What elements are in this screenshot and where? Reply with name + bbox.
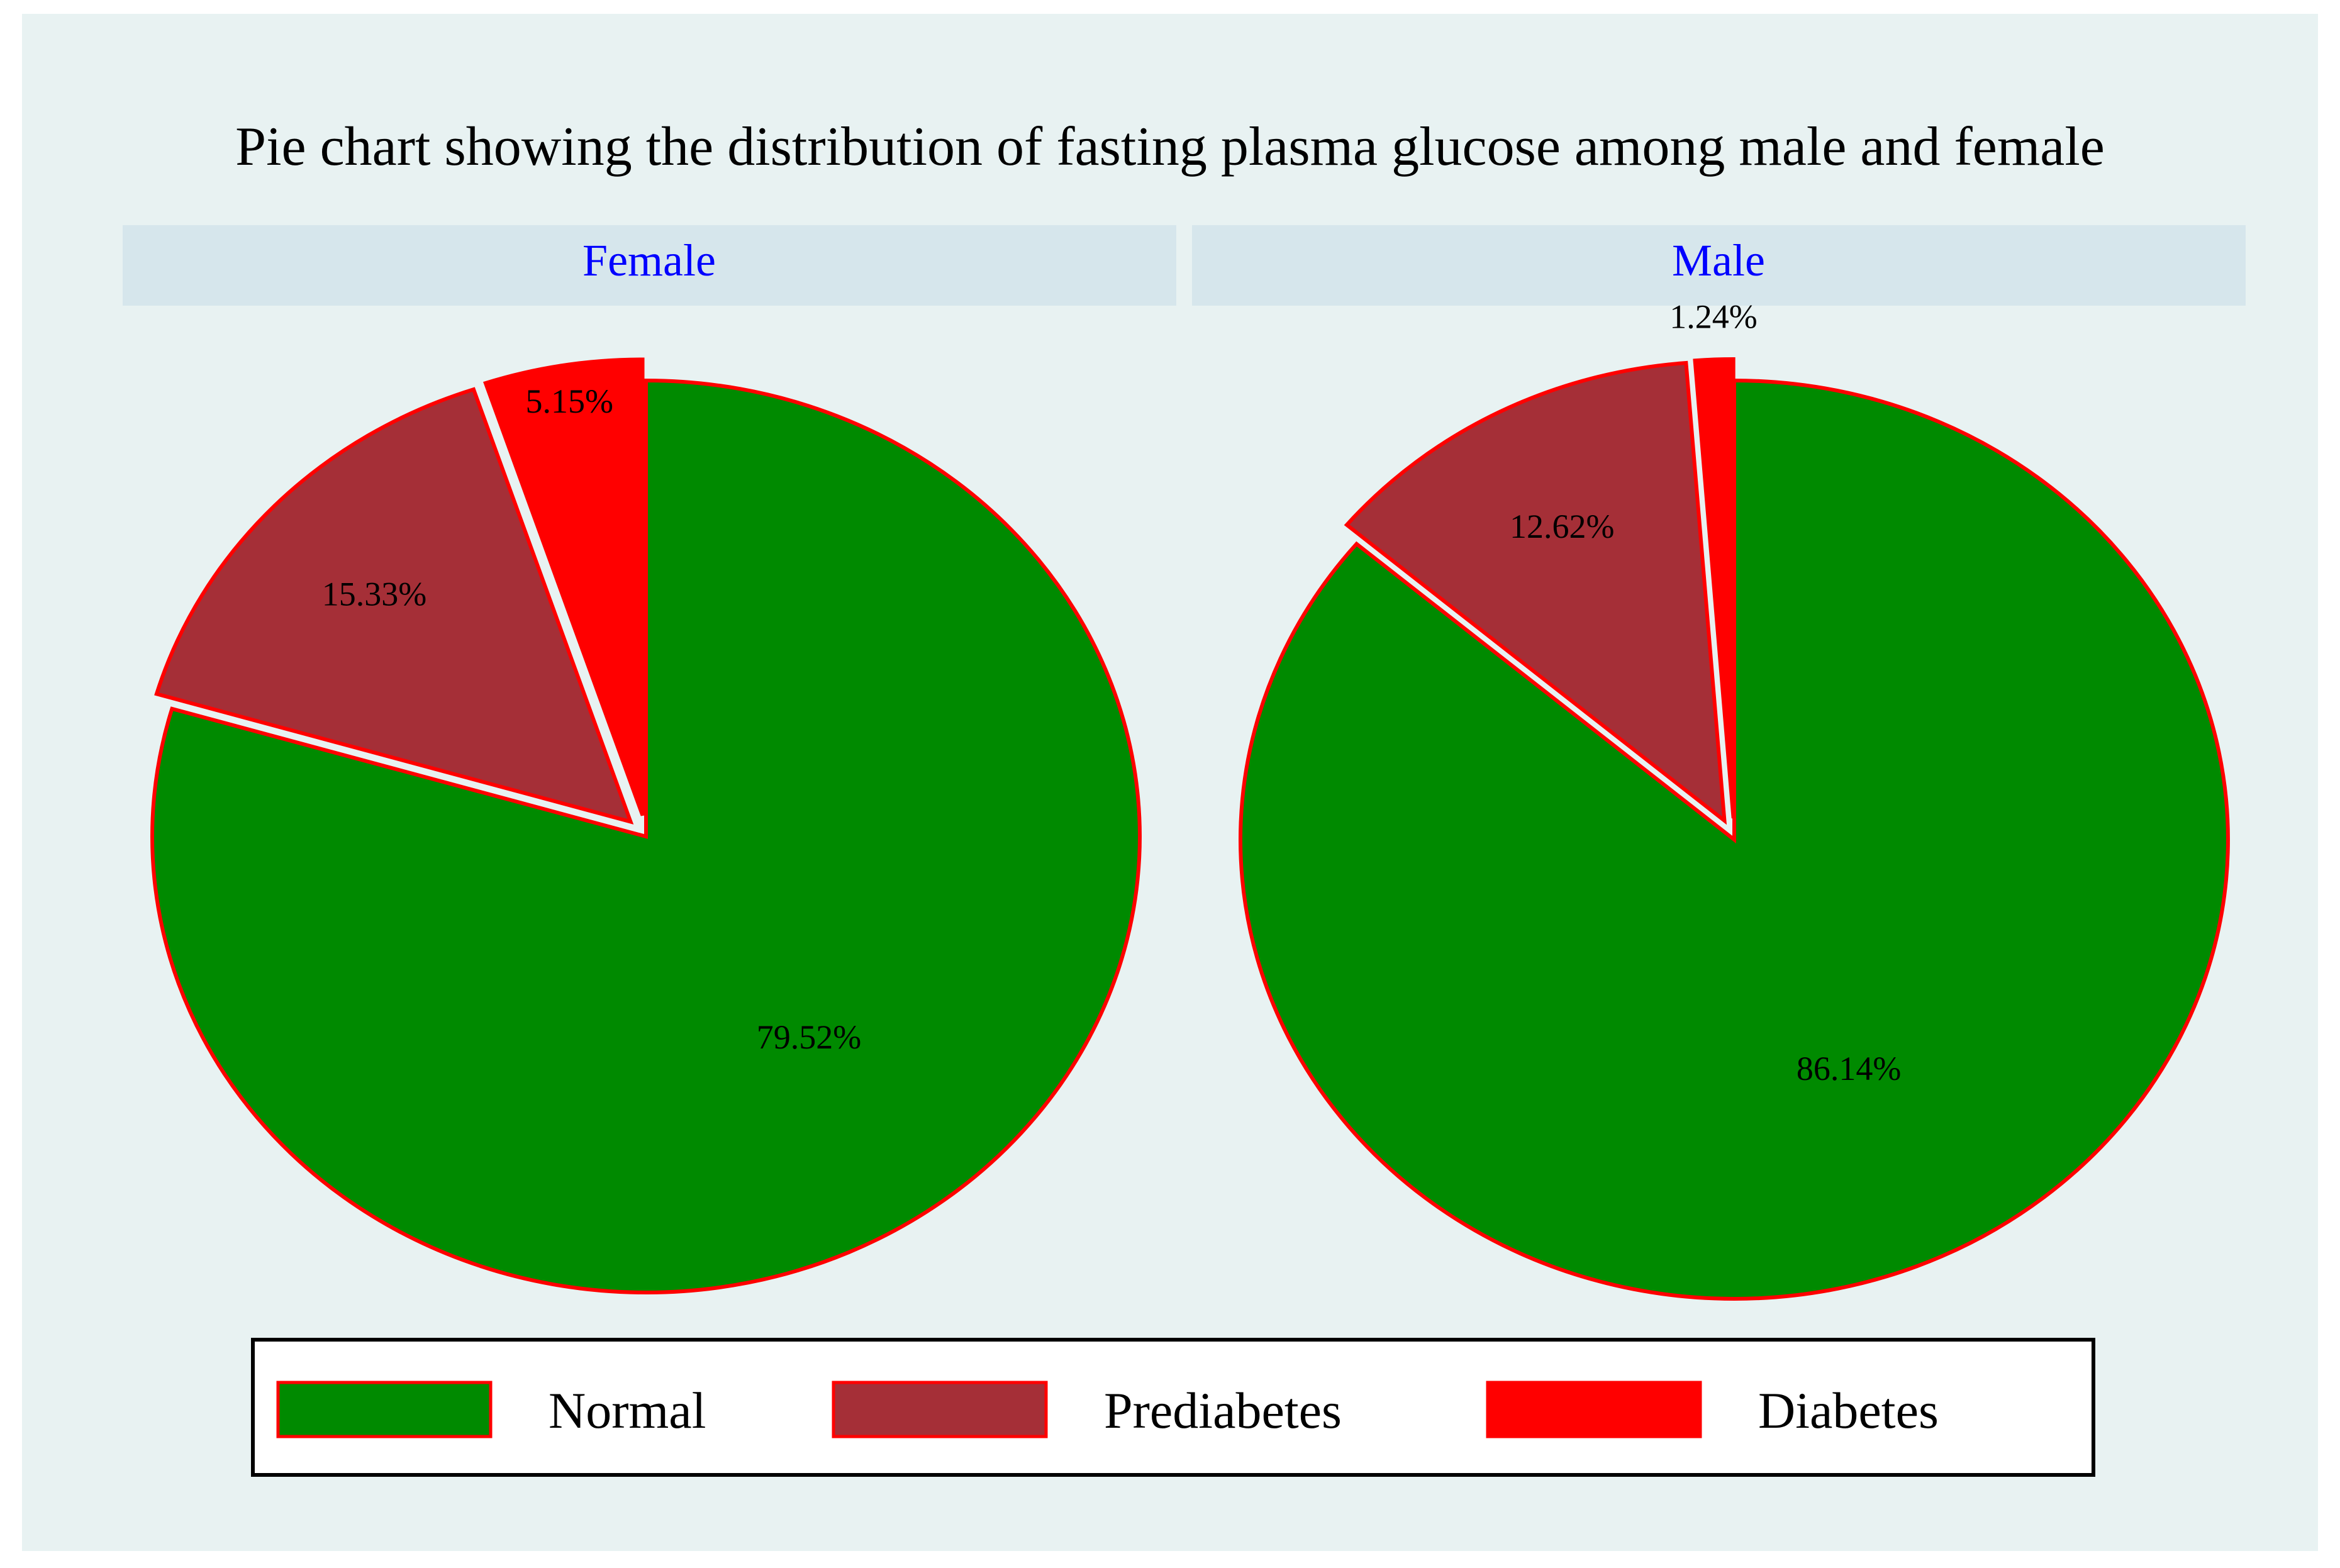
slice-label-female-prediabetes: 15.33% <box>322 575 426 613</box>
pie-slice-male-prediabetes <box>1344 360 1727 825</box>
slice-label-female-normal: 79.52% <box>757 1018 861 1056</box>
legend-box <box>251 1338 2095 1477</box>
pie-slice-female-diabetes <box>483 357 645 816</box>
pie-slice-female-normal <box>150 378 1142 1294</box>
pie-slice-male-diabetes <box>1693 357 1736 819</box>
slice-label-male-normal: 86.14% <box>1797 1050 1901 1087</box>
legend-swatch-diabetes <box>1486 1381 1702 1438</box>
legend-label-prediabetes: Prediabetes <box>1104 1382 1342 1439</box>
pie-slice-male-normal <box>1239 378 2230 1301</box>
panel-title-male: Male <box>1672 235 1765 286</box>
panel-header-male <box>1192 225 2246 306</box>
slice-label-female-diabetes: 5.15% <box>525 382 613 420</box>
legend-label-diabetes: Diabetes <box>1758 1382 1939 1439</box>
panel-title-female: Female <box>582 235 716 286</box>
panel-header-female <box>123 225 1176 306</box>
legend-swatch-normal <box>276 1381 493 1438</box>
pie-slice-female-prediabetes <box>154 387 634 825</box>
legend-swatch-prediabetes <box>832 1381 1048 1438</box>
slice-label-male-prediabetes: 12.62% <box>1510 508 1614 545</box>
legend-label-normal: Normal <box>549 1382 706 1439</box>
pie-panels: 79.52% 15.33% 5.15% 86.14% 12.62% 1.24% <box>150 298 2230 1301</box>
pie-male: 86.14% 12.62% 1.24% <box>1239 298 2230 1301</box>
slice-label-male-diabetes: 1.24% <box>1669 298 1757 336</box>
legend: Normal Prediabetes Diabetes <box>251 1338 2095 1477</box>
pie-female: 79.52% 15.33% 5.15% <box>150 357 1142 1294</box>
chart-title: Pie chart showing the distribution of fa… <box>235 116 2105 177</box>
